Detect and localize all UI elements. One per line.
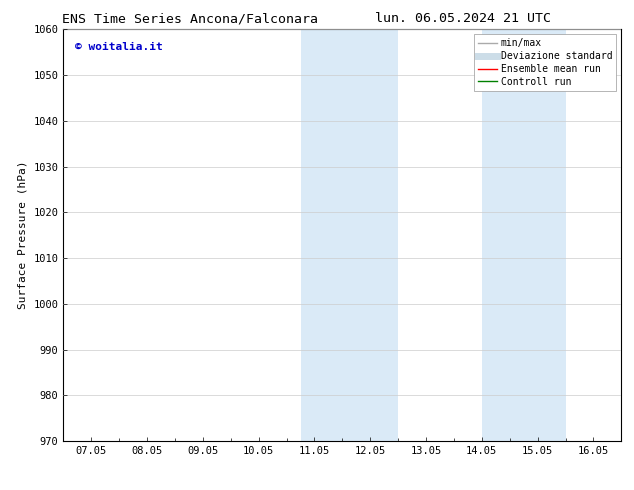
Y-axis label: Surface Pressure (hPa): Surface Pressure (hPa) bbox=[18, 161, 28, 310]
Bar bbox=[482, 29, 524, 441]
Text: © woitalia.it: © woitalia.it bbox=[75, 42, 162, 52]
Text: ENS Time Series Ancona/Falconara: ENS Time Series Ancona/Falconara bbox=[62, 12, 318, 25]
Bar bbox=[301, 29, 342, 441]
Bar bbox=[342, 29, 398, 441]
Text: lun. 06.05.2024 21 UTC: lun. 06.05.2024 21 UTC bbox=[375, 12, 551, 25]
Legend: min/max, Deviazione standard, Ensemble mean run, Controll run: min/max, Deviazione standard, Ensemble m… bbox=[474, 34, 616, 91]
Bar bbox=[524, 29, 566, 441]
